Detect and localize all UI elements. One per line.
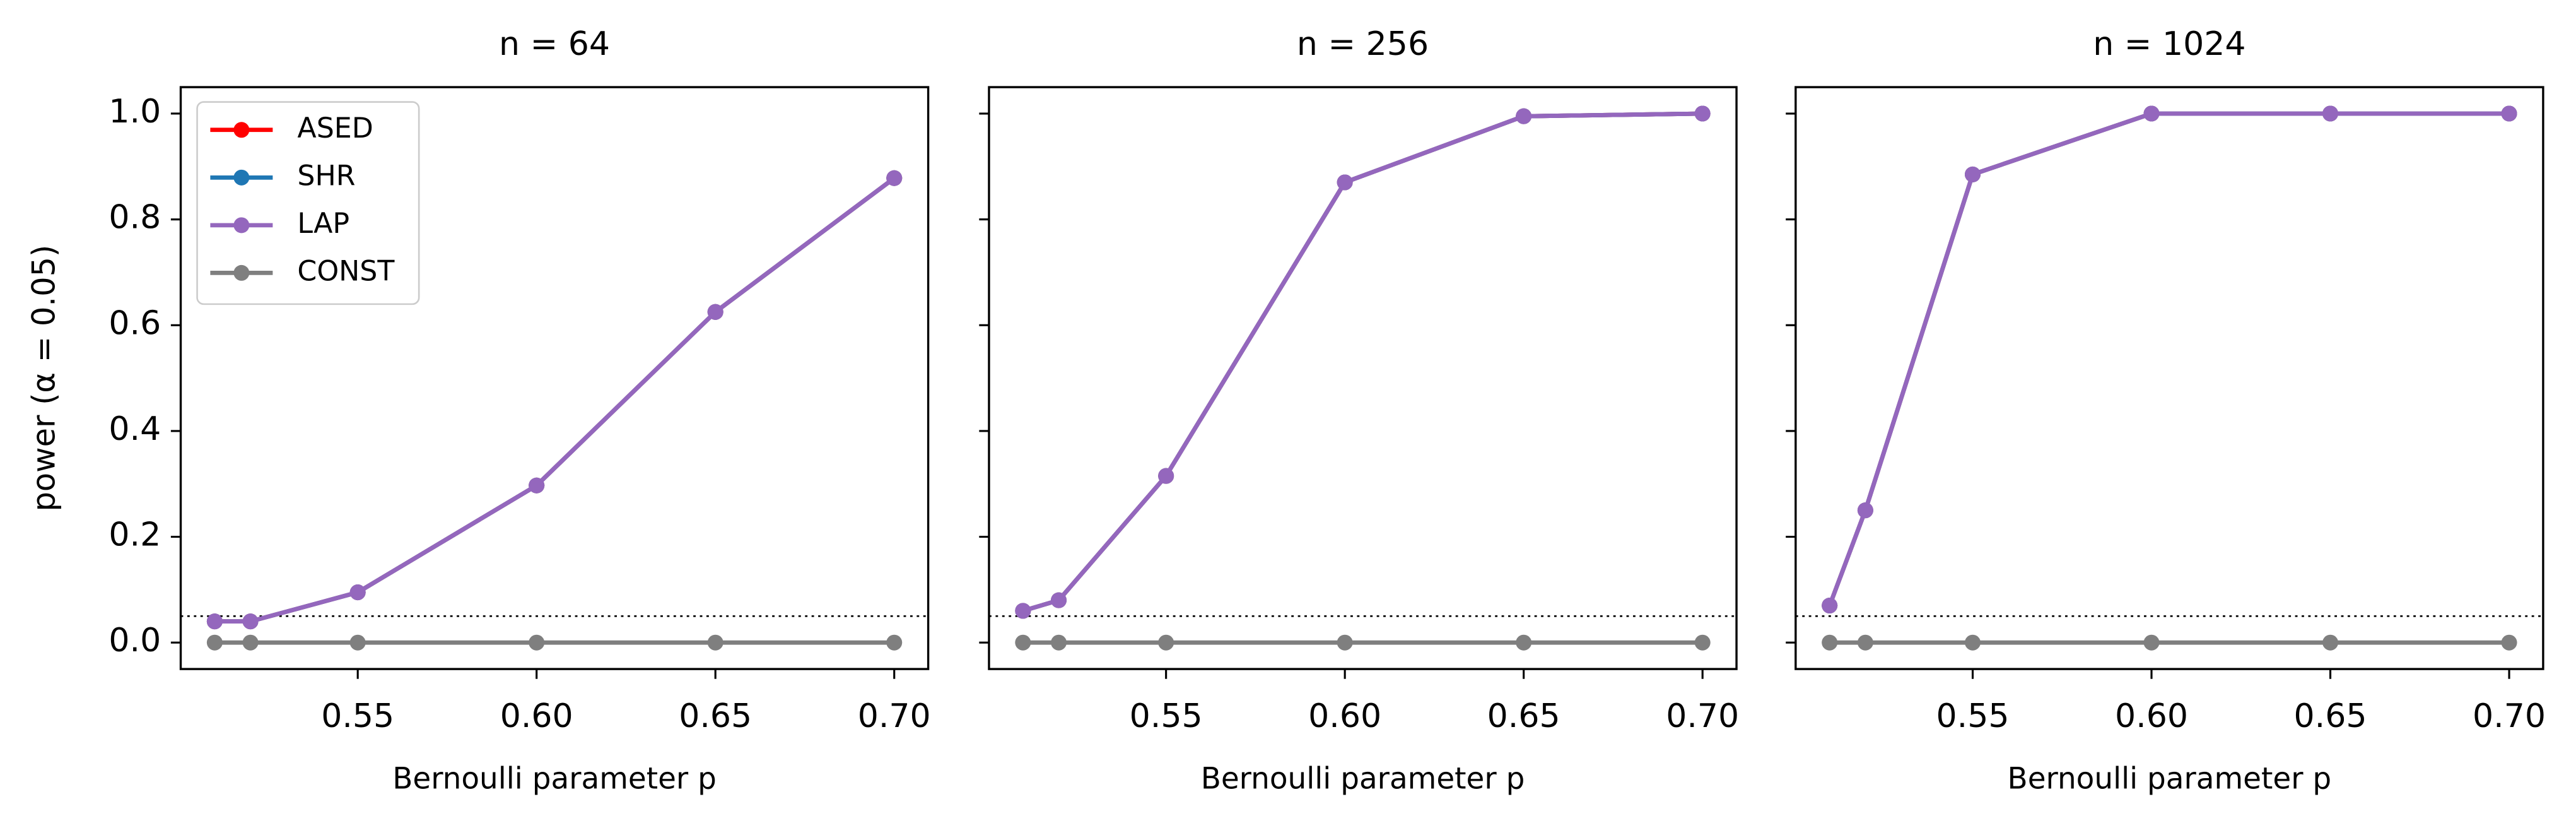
x-tick-label: 0.55 bbox=[1130, 697, 1203, 735]
series-marker bbox=[1015, 603, 1031, 619]
series-marker bbox=[1337, 174, 1353, 191]
series-marker bbox=[242, 634, 259, 651]
series-marker bbox=[1051, 592, 1067, 608]
x-tick-label: 0.55 bbox=[1936, 697, 2010, 735]
x-tick-label: 0.60 bbox=[1308, 697, 1381, 735]
x-tick-label: 0.70 bbox=[1666, 697, 1739, 735]
legend-marker bbox=[233, 169, 250, 186]
series-marker bbox=[1964, 166, 1981, 182]
legend-box bbox=[196, 101, 420, 305]
series-marker bbox=[206, 634, 223, 651]
subplot: n = 256 Bernoulli parameter p 0.55 0.60 0.65… bbox=[979, 25, 1739, 796]
subplot-title: n = 1024 bbox=[2093, 25, 2245, 63]
series-line bbox=[1827, 111, 2510, 606]
y-tick-label: 0.2 bbox=[108, 516, 161, 554]
series-marker bbox=[2322, 634, 2339, 651]
series-marker bbox=[2501, 634, 2517, 651]
series-line bbox=[1022, 111, 1703, 613]
y-tick-label: 0.8 bbox=[108, 199, 161, 237]
series-line bbox=[1827, 111, 2510, 606]
subplot: n = 1024 Bernoulli parameter p 0.55 0.60 0.6… bbox=[1786, 25, 2546, 796]
axes-frame bbox=[1794, 86, 2544, 670]
y-axis-label: power (α = 0.05) bbox=[25, 245, 62, 512]
series-marker bbox=[2322, 105, 2339, 122]
series-marker bbox=[1158, 634, 1174, 651]
y-tick-label: 0.4 bbox=[108, 410, 161, 448]
series-marker bbox=[886, 170, 903, 186]
legend-label: LAP bbox=[297, 208, 349, 240]
legend-marker bbox=[233, 264, 250, 281]
series-marker bbox=[1015, 634, 1031, 651]
x-tick-label: 0.65 bbox=[1487, 697, 1560, 735]
series-line bbox=[1022, 111, 1703, 613]
series-marker bbox=[349, 584, 366, 601]
series-marker bbox=[1857, 634, 1873, 651]
y-tick-label: 0.0 bbox=[108, 622, 161, 659]
subplot-title: n = 64 bbox=[499, 25, 610, 63]
series-marker bbox=[529, 477, 545, 494]
legend-marker bbox=[233, 122, 250, 138]
series-marker bbox=[1857, 502, 1873, 519]
x-tick-label: 0.65 bbox=[2294, 697, 2367, 735]
y-tick-label: 0.6 bbox=[108, 304, 161, 342]
x-axis-label: Bernoulli parameter p bbox=[1201, 762, 1525, 796]
series-marker bbox=[2143, 634, 2160, 651]
axes-frame bbox=[179, 86, 930, 670]
series-line bbox=[1022, 111, 1703, 613]
series-marker bbox=[349, 634, 366, 651]
series-marker bbox=[529, 634, 545, 651]
series-marker bbox=[1964, 634, 1981, 651]
series-marker bbox=[1337, 634, 1353, 651]
series-marker bbox=[1516, 634, 1532, 651]
series-marker bbox=[1158, 468, 1174, 484]
series-marker bbox=[1694, 105, 1711, 122]
axes-frame bbox=[988, 86, 1738, 670]
series-marker bbox=[1516, 108, 1532, 124]
x-tick-label: 0.70 bbox=[858, 697, 931, 735]
legend-marker bbox=[233, 217, 250, 234]
series-marker bbox=[2501, 105, 2517, 122]
series-line bbox=[1827, 111, 2510, 606]
series-marker bbox=[242, 613, 259, 630]
legend-label: CONST bbox=[297, 255, 395, 287]
x-tick-label: 0.65 bbox=[679, 697, 752, 735]
legend-label: ASED bbox=[297, 112, 373, 145]
series-marker bbox=[707, 304, 723, 320]
legend: ASED SHR LAP CONST bbox=[196, 101, 420, 305]
series-marker bbox=[707, 634, 723, 651]
x-tick-label: 0.60 bbox=[500, 697, 573, 735]
subplot: n = 64 Bernoulli parameter p power (α = 0.… bbox=[25, 25, 930, 796]
subplot-title: n = 256 bbox=[1297, 25, 1429, 63]
series-marker bbox=[1822, 598, 1838, 614]
series-marker bbox=[886, 634, 903, 651]
x-tick-label: 0.60 bbox=[2115, 697, 2188, 735]
series-marker bbox=[1051, 634, 1067, 651]
series-marker bbox=[2143, 105, 2160, 122]
series-marker bbox=[206, 613, 223, 630]
x-axis-label: Bernoulli parameter p bbox=[392, 762, 717, 796]
x-axis-label: Bernoulli parameter p bbox=[2008, 762, 2332, 796]
series-marker bbox=[1694, 634, 1711, 651]
y-tick-label: 1.0 bbox=[108, 93, 161, 131]
x-tick-label: 0.55 bbox=[321, 697, 394, 735]
series-marker bbox=[1822, 634, 1838, 651]
x-tick-label: 0.70 bbox=[2473, 697, 2546, 735]
legend-label: SHR bbox=[297, 160, 355, 192]
